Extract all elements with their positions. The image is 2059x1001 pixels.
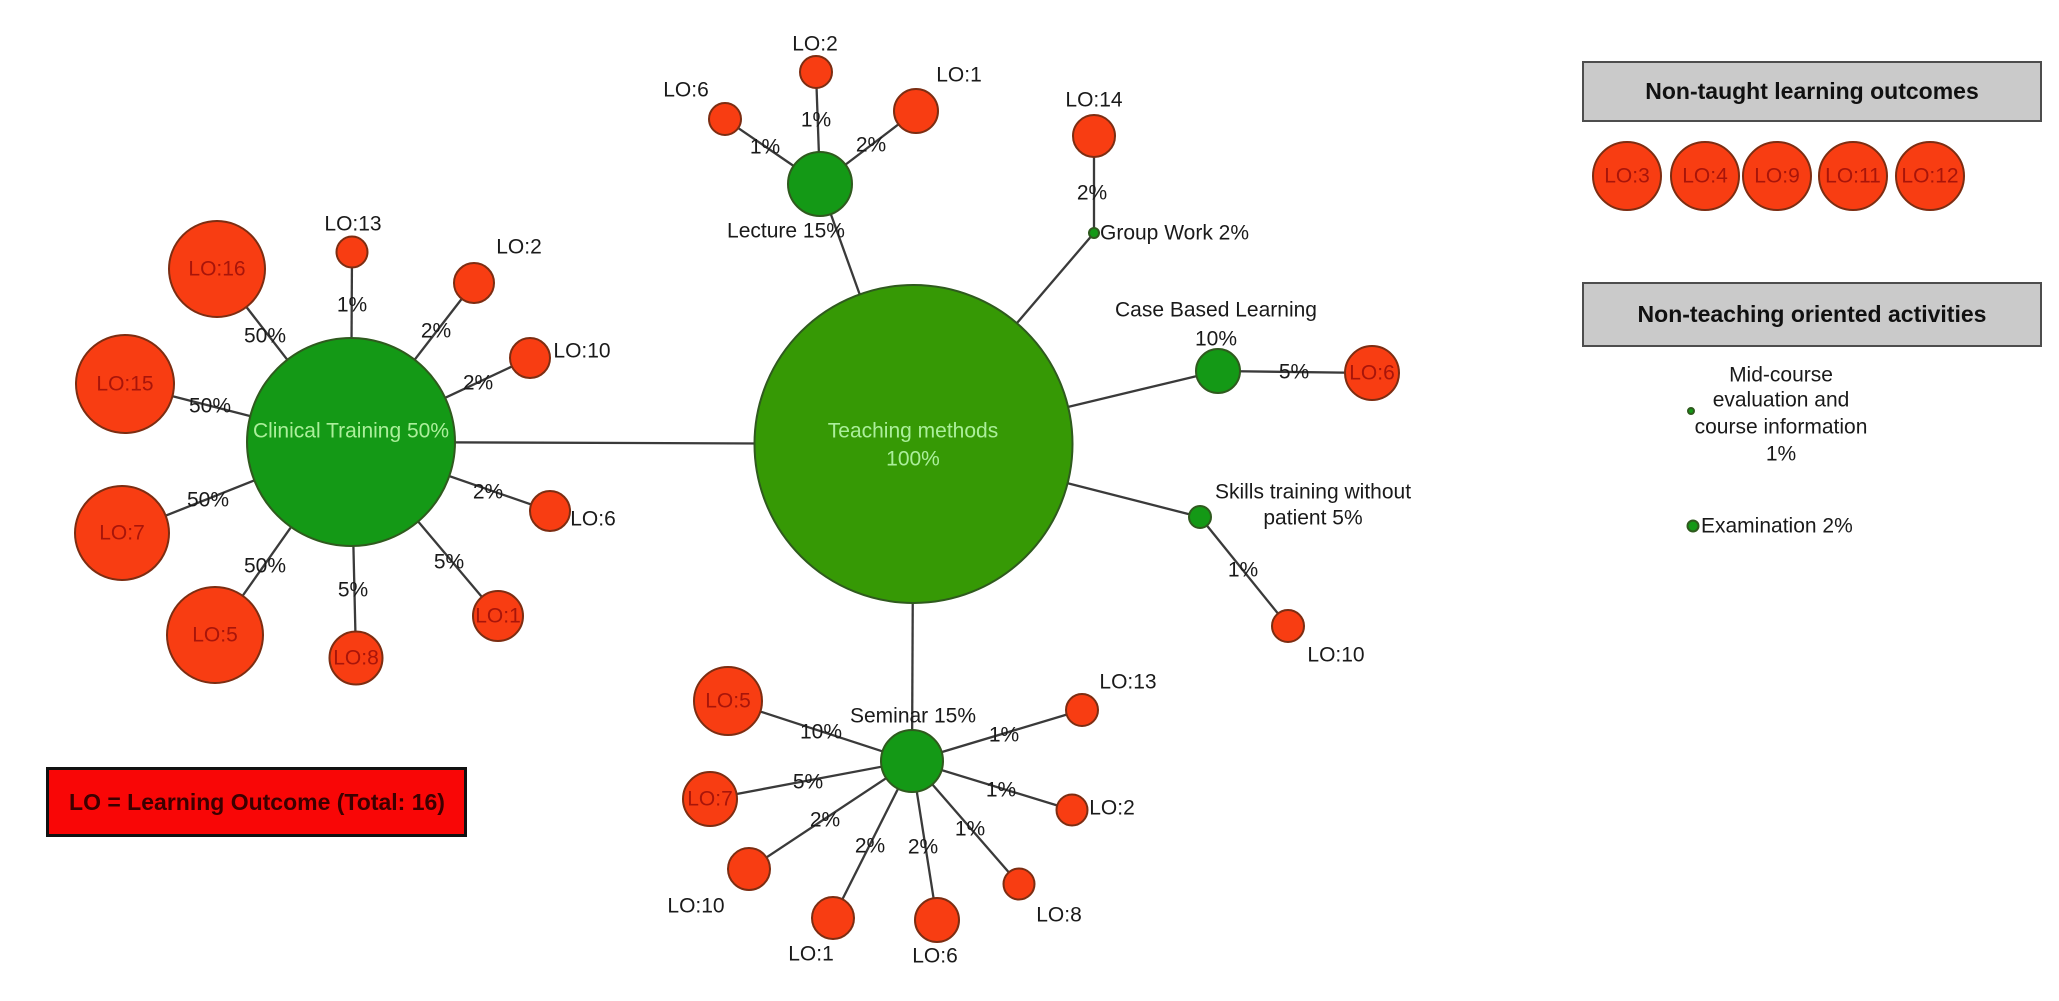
svg-text:2%: 2% xyxy=(1077,182,1107,205)
svg-text:1%: 1% xyxy=(801,109,831,132)
svg-text:1%: 1% xyxy=(989,724,1019,747)
svg-text:LO:16: LO:16 xyxy=(188,258,245,281)
svg-text:1%: 1% xyxy=(1766,443,1796,466)
svg-text:LO:13: LO:13 xyxy=(1099,671,1156,694)
svg-text:50%: 50% xyxy=(189,395,231,418)
svg-text:LO:6: LO:6 xyxy=(570,508,616,531)
svg-text:LO:8: LO:8 xyxy=(333,647,379,670)
svg-text:Clinical Training 50%: Clinical Training 50% xyxy=(253,420,449,443)
svg-text:LO:12: LO:12 xyxy=(1901,165,1958,188)
svg-text:LO:1: LO:1 xyxy=(788,943,834,966)
svg-text:2%: 2% xyxy=(908,836,938,859)
svg-text:Teaching methods: Teaching methods xyxy=(828,420,998,443)
svg-text:50%: 50% xyxy=(244,555,286,578)
svg-text:Examination 2%: Examination 2% xyxy=(1701,515,1853,538)
svg-text:50%: 50% xyxy=(187,489,229,512)
svg-text:50%: 50% xyxy=(244,325,286,348)
svg-text:LO:9: LO:9 xyxy=(1754,165,1800,188)
svg-text:LO:2: LO:2 xyxy=(496,236,542,259)
svg-text:5%: 5% xyxy=(338,579,368,602)
svg-text:1%: 1% xyxy=(955,818,985,841)
svg-text:LO:5: LO:5 xyxy=(192,624,238,647)
svg-text:LO:3: LO:3 xyxy=(1604,165,1650,188)
svg-text:evaluation and: evaluation and xyxy=(1713,389,1850,412)
svg-text:2%: 2% xyxy=(463,372,493,395)
svg-text:LO:13: LO:13 xyxy=(324,213,381,236)
svg-text:LO:4: LO:4 xyxy=(1682,165,1728,188)
svg-text:10%: 10% xyxy=(1195,328,1237,351)
svg-text:1%: 1% xyxy=(986,779,1016,802)
svg-text:LO:10: LO:10 xyxy=(667,895,724,918)
svg-text:LO:6: LO:6 xyxy=(912,945,958,968)
svg-text:LO = Learning Outcome (Total:: LO = Learning Outcome (Total: 16) xyxy=(69,789,445,815)
svg-text:LO:2: LO:2 xyxy=(1089,797,1135,820)
svg-text:LO:1: LO:1 xyxy=(475,605,521,628)
svg-text:Seminar 15%: Seminar 15% xyxy=(850,705,976,728)
svg-text:Group Work 2%: Group Work 2% xyxy=(1100,222,1249,245)
svg-text:LO:11: LO:11 xyxy=(1825,165,1881,188)
svg-text:LO:15: LO:15 xyxy=(96,373,153,396)
svg-text:5%: 5% xyxy=(1279,361,1309,384)
svg-text:2%: 2% xyxy=(810,809,840,832)
svg-text:Non-taught learning outcomes: Non-taught learning outcomes xyxy=(1645,78,1979,104)
svg-text:2%: 2% xyxy=(421,320,451,343)
svg-text:Skills training without: Skills training without xyxy=(1215,481,1411,504)
svg-text:2%: 2% xyxy=(855,835,885,858)
svg-text:LO:7: LO:7 xyxy=(99,522,145,545)
svg-text:LO:6: LO:6 xyxy=(663,79,709,102)
svg-text:LO:8: LO:8 xyxy=(1036,904,1082,927)
svg-text:LO:7: LO:7 xyxy=(687,788,733,811)
svg-text:LO:1: LO:1 xyxy=(936,64,982,87)
svg-text:Mid-course: Mid-course xyxy=(1729,364,1833,387)
svg-text:5%: 5% xyxy=(793,771,823,794)
svg-text:2%: 2% xyxy=(856,134,886,157)
svg-text:LO:14: LO:14 xyxy=(1065,89,1123,112)
svg-text:Non-teaching oriented activiti: Non-teaching oriented activities xyxy=(1638,301,1987,327)
svg-text:LO:10: LO:10 xyxy=(1307,644,1364,667)
svg-text:100%: 100% xyxy=(886,448,940,471)
svg-text:10%: 10% xyxy=(800,721,842,744)
svg-text:LO:10: LO:10 xyxy=(553,340,610,363)
svg-text:course information: course information xyxy=(1695,416,1868,439)
svg-text:1%: 1% xyxy=(1228,559,1258,582)
svg-text:LO:6: LO:6 xyxy=(1349,362,1395,385)
svg-text:5%: 5% xyxy=(434,551,464,574)
svg-text:1%: 1% xyxy=(750,136,780,159)
svg-text:1%: 1% xyxy=(337,294,367,317)
svg-text:LO:2: LO:2 xyxy=(792,33,838,56)
svg-text:Case Based Learning: Case Based Learning xyxy=(1115,299,1317,322)
svg-text:LO:5: LO:5 xyxy=(705,690,751,713)
svg-text:Lecture 15%: Lecture 15% xyxy=(727,220,845,243)
svg-text:2%: 2% xyxy=(473,481,503,504)
svg-text:patient 5%: patient 5% xyxy=(1263,507,1362,530)
